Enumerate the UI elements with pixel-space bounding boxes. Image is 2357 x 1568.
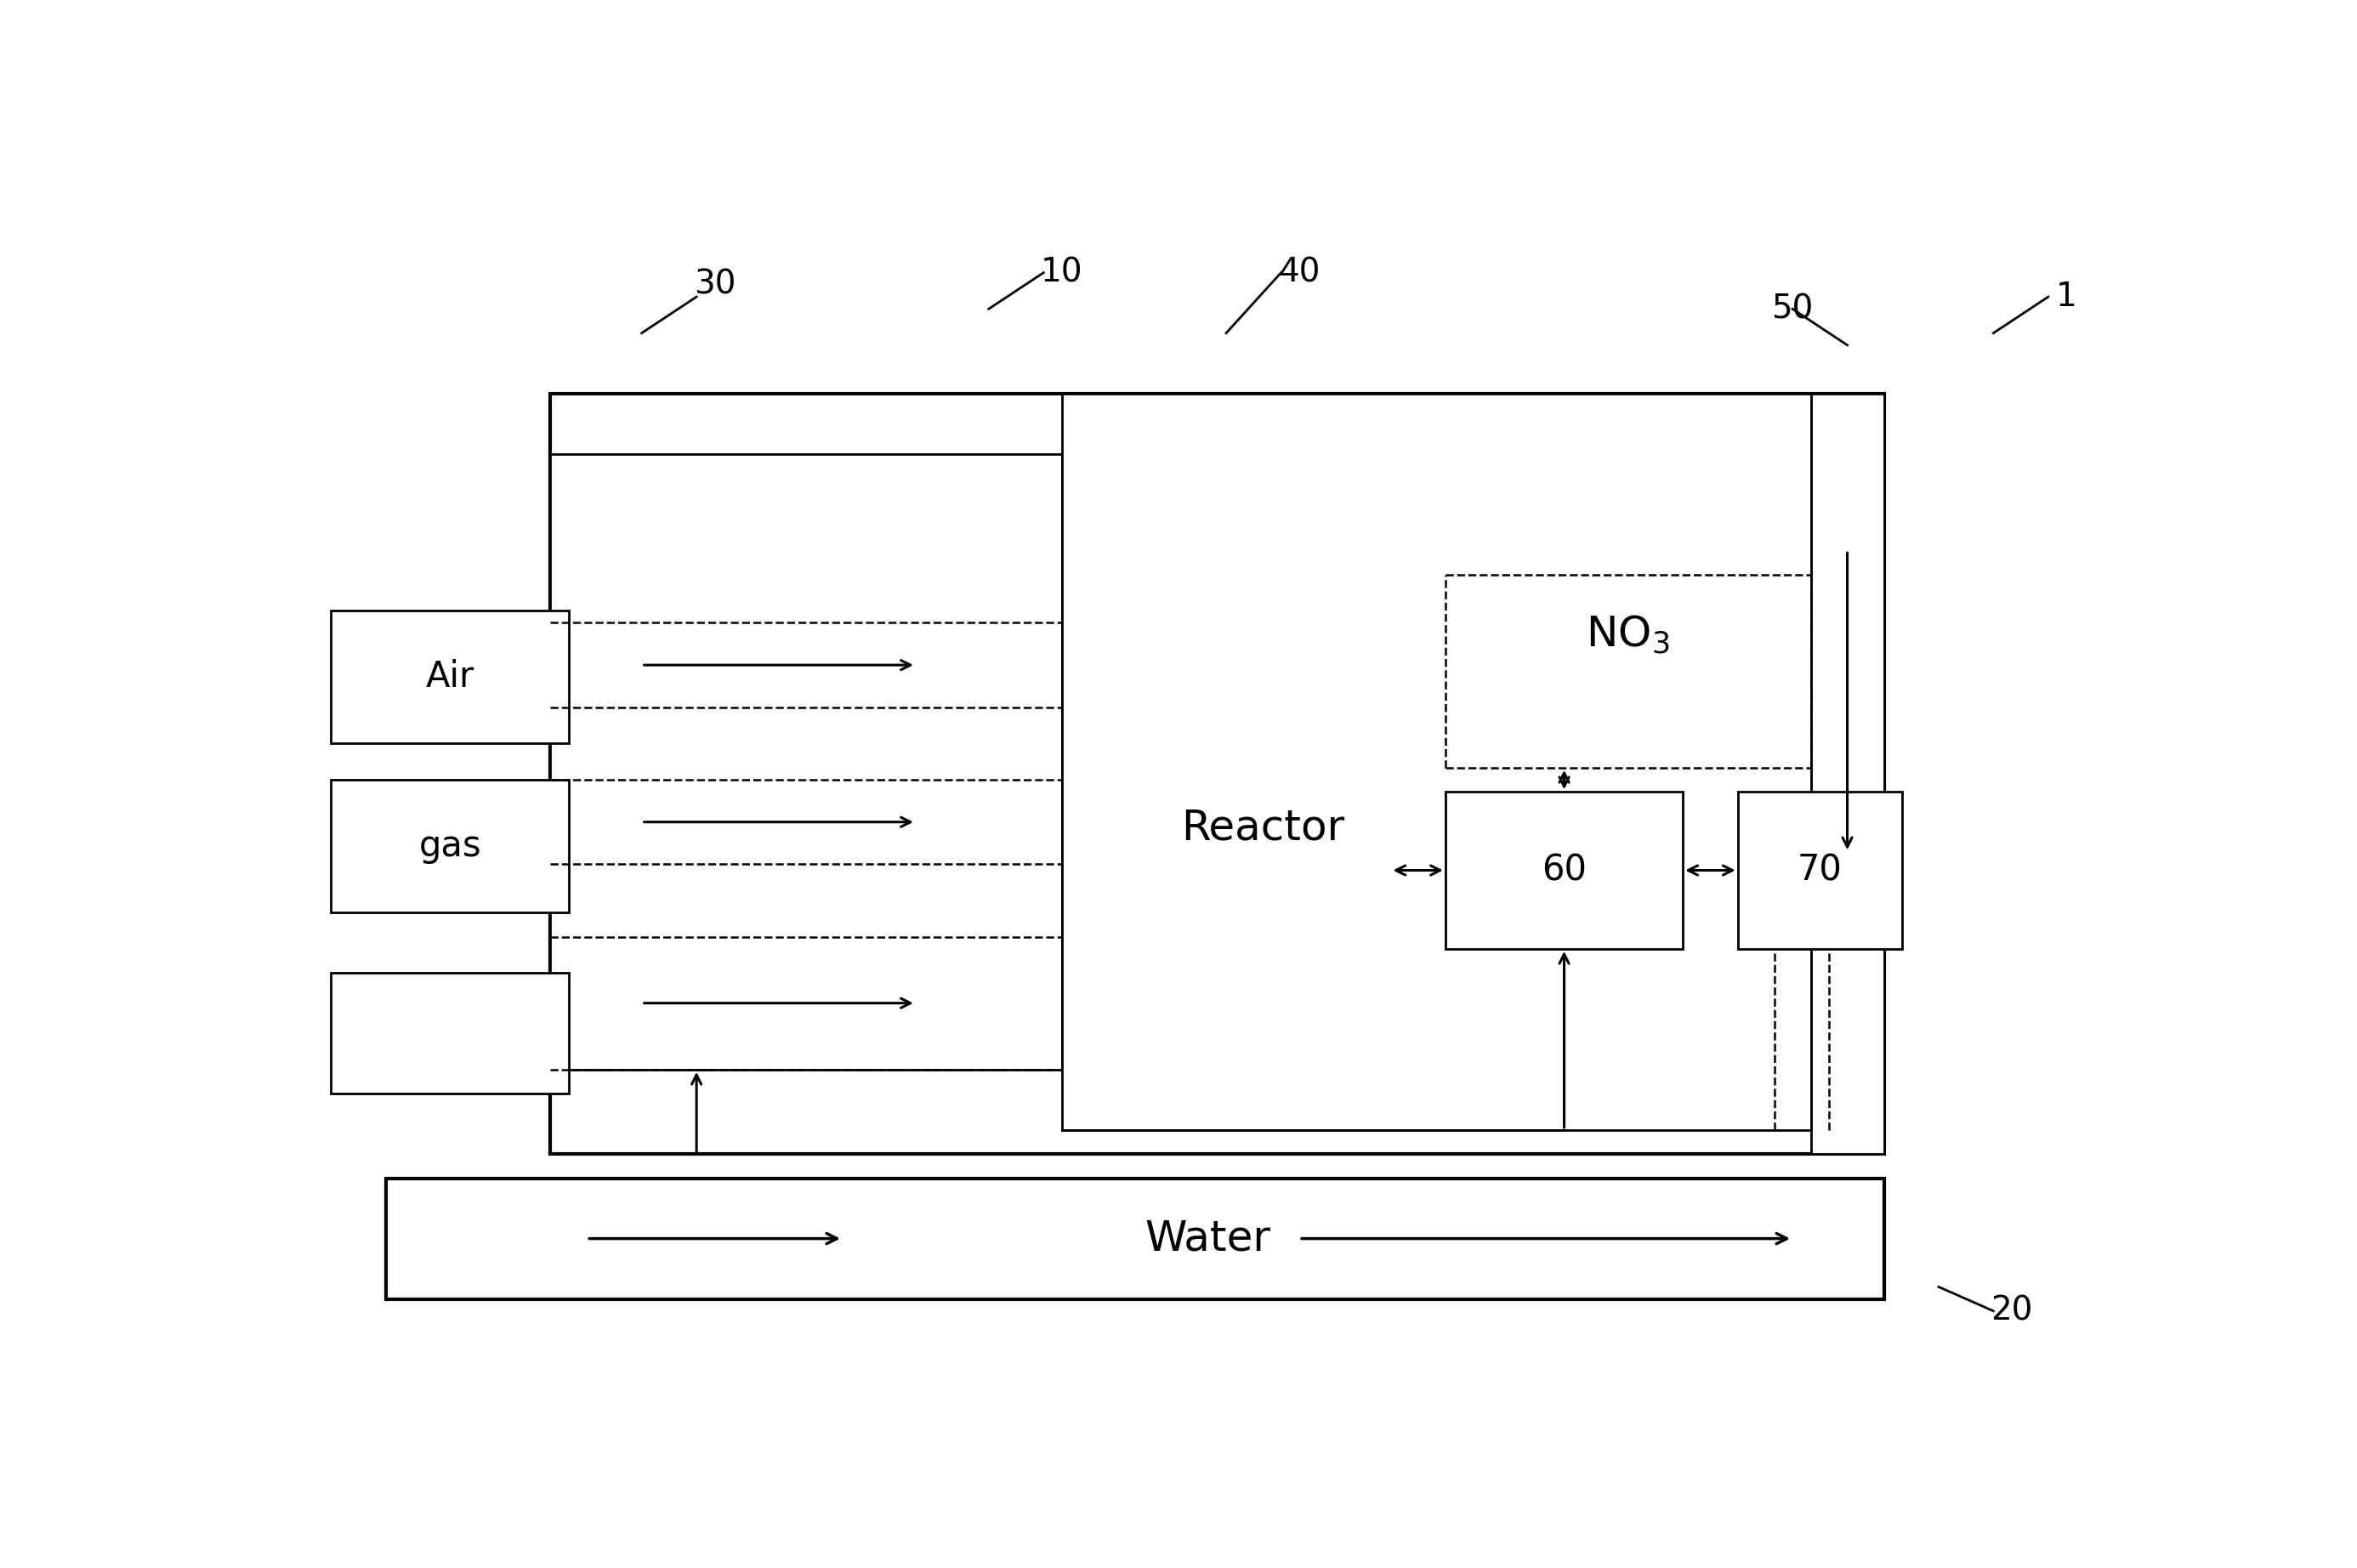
Bar [549, 453, 1061, 1069]
Text: 70: 70 [1798, 853, 1843, 887]
Bar [1445, 792, 1683, 949]
Text: 40: 40 [1277, 257, 1320, 289]
Bar [1061, 394, 1810, 1131]
Text: 20: 20 [1992, 1295, 2032, 1327]
Bar [330, 972, 568, 1094]
Bar [1810, 394, 1883, 1154]
Text: NO$_3$: NO$_3$ [1586, 615, 1671, 655]
Text: gas: gas [420, 828, 481, 864]
Text: Water: Water [1146, 1218, 1270, 1259]
Text: Air: Air [427, 659, 474, 695]
Text: 30: 30 [693, 268, 735, 301]
Text: Reactor: Reactor [1181, 808, 1343, 848]
Text: 10: 10 [1042, 257, 1082, 289]
Bar [330, 779, 568, 913]
Bar [387, 1178, 1883, 1298]
Text: 50: 50 [1772, 293, 1813, 325]
Bar [549, 394, 1883, 1154]
Text: 60: 60 [1541, 853, 1586, 887]
Text: 1: 1 [2055, 281, 2077, 314]
Bar [1737, 792, 1902, 949]
Bar [330, 610, 568, 743]
